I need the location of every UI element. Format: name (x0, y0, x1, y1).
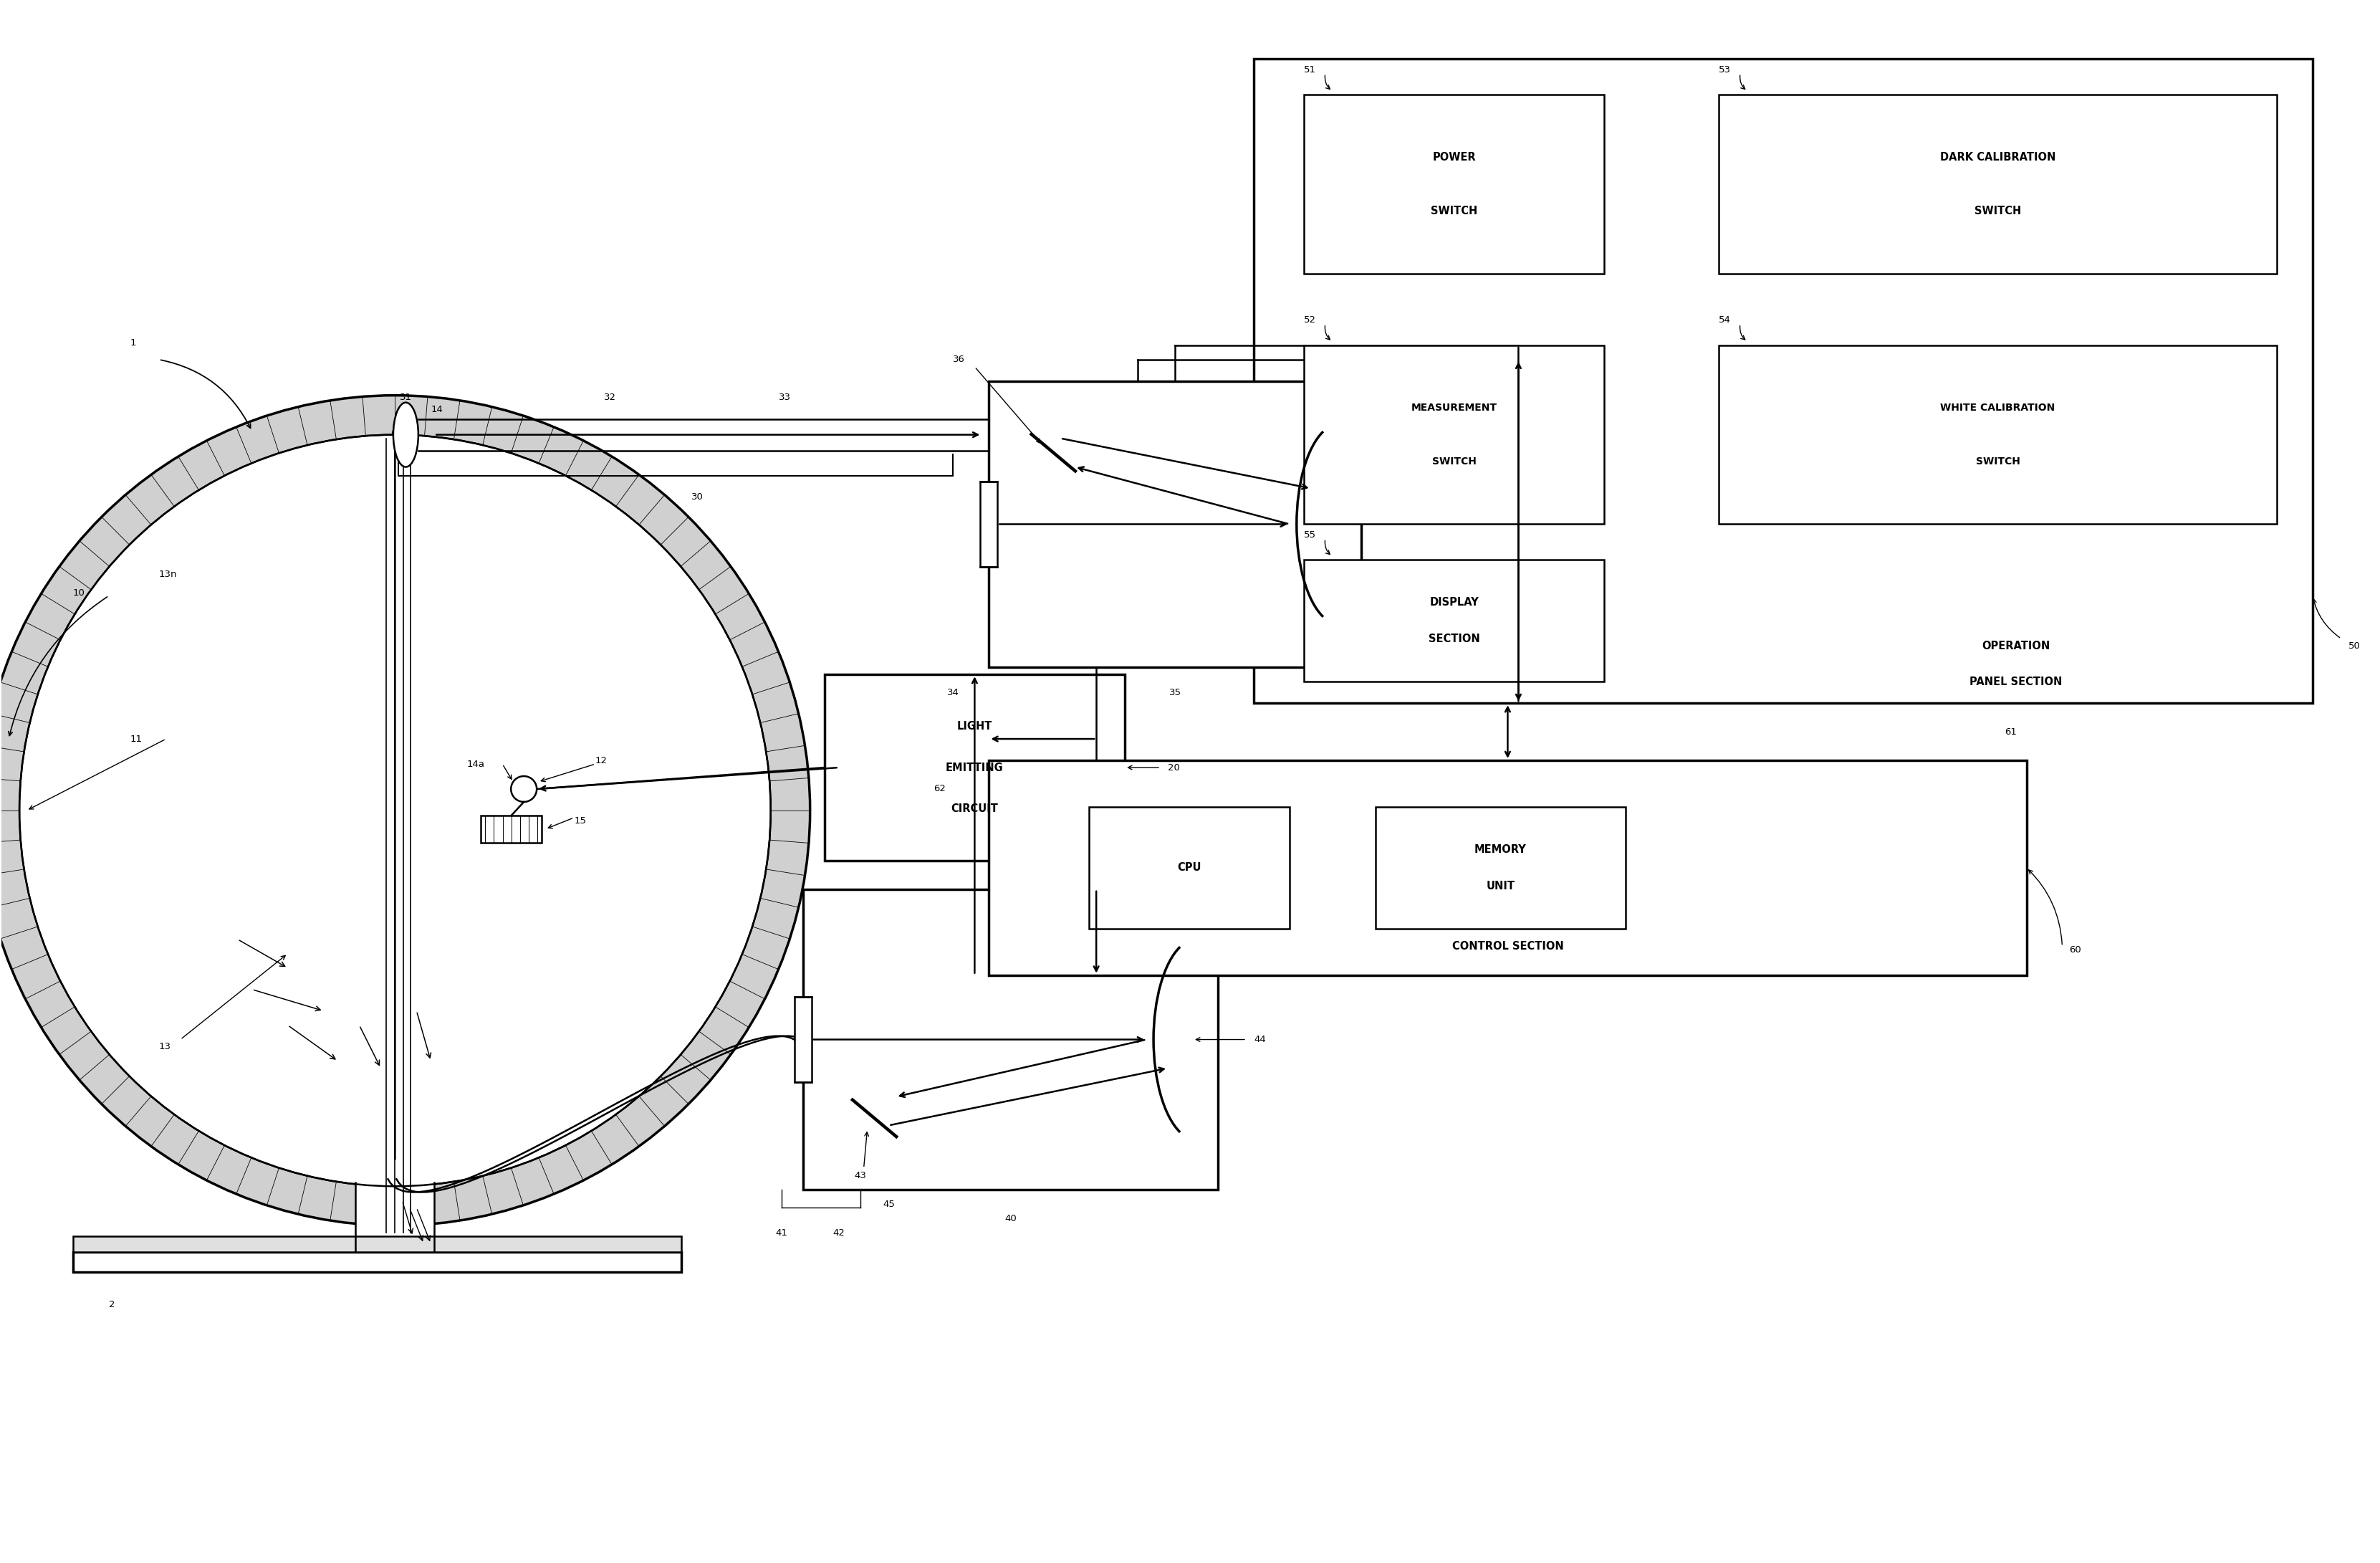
Text: 31: 31 (400, 392, 412, 402)
Text: WHITE CALIBRATION: WHITE CALIBRATION (1940, 403, 2054, 413)
Text: 55: 55 (1304, 530, 1316, 539)
Text: DISPLAY: DISPLAY (1428, 597, 1478, 608)
Text: DARK CALIBRATION: DARK CALIBRATION (1940, 152, 2054, 163)
Text: CPU: CPU (1178, 863, 1202, 874)
Bar (1254, 59, 2311, 703)
Text: 2: 2 (109, 1300, 114, 1308)
Text: 33: 33 (778, 392, 790, 402)
Text: 61: 61 (2004, 727, 2016, 736)
Bar (1718, 345, 2275, 524)
Bar (1304, 95, 1604, 274)
Text: 15: 15 (574, 816, 585, 825)
Text: 42: 42 (833, 1229, 845, 1238)
Text: 1: 1 (131, 338, 136, 347)
Bar (481, 816, 543, 842)
Text: 45: 45 (883, 1199, 895, 1208)
Text: MEMORY: MEMORY (1473, 844, 1526, 855)
Text: 36: 36 (952, 355, 964, 364)
Circle shape (0, 395, 809, 1225)
Bar (74, 1252, 681, 1272)
Bar (1304, 345, 1604, 524)
Bar (795, 997, 812, 1083)
Bar (355, 442, 433, 1252)
Bar (988, 760, 2025, 975)
Text: CONTROL SECTION: CONTROL SECTION (1452, 941, 1564, 952)
Text: SWITCH: SWITCH (1430, 456, 1476, 467)
Text: 13n: 13n (159, 569, 176, 578)
Text: 14a: 14a (466, 760, 486, 769)
Text: 14: 14 (431, 405, 443, 414)
Bar (802, 889, 1219, 1189)
Text: 32: 32 (605, 392, 616, 402)
Text: 40: 40 (1004, 1214, 1016, 1224)
Text: 52: 52 (1304, 316, 1316, 325)
Text: 54: 54 (1718, 316, 1730, 325)
Circle shape (512, 777, 536, 802)
Text: LIGHT: LIGHT (957, 721, 992, 731)
Text: POWER: POWER (1433, 152, 1476, 163)
Text: SECTION: SECTION (1428, 633, 1480, 644)
Text: 30: 30 (690, 492, 702, 502)
Text: 51: 51 (1304, 66, 1316, 75)
Text: 60: 60 (2068, 946, 2080, 955)
Text: 20: 20 (1169, 763, 1180, 772)
Text: 10: 10 (74, 589, 86, 599)
Text: 41: 41 (776, 1229, 788, 1238)
Bar (74, 1236, 681, 1252)
Text: 50: 50 (2347, 641, 2361, 650)
Text: OPERATION: OPERATION (1983, 641, 2049, 652)
Text: UNIT: UNIT (1485, 880, 1514, 891)
Text: EMITTING: EMITTING (945, 763, 1004, 774)
Circle shape (19, 435, 771, 1186)
Bar (981, 481, 997, 567)
Text: CIRCUIT: CIRCUIT (950, 803, 997, 814)
Bar (1718, 95, 2275, 274)
Bar (1304, 560, 1604, 681)
Text: PANEL SECTION: PANEL SECTION (1968, 677, 2061, 688)
Bar (1088, 807, 1290, 928)
Text: SWITCH: SWITCH (1975, 456, 2018, 467)
Text: 43: 43 (854, 1171, 866, 1180)
Text: SWITCH: SWITCH (1973, 206, 2021, 216)
Text: 11: 11 (131, 735, 143, 744)
Text: 53: 53 (1718, 66, 1730, 75)
Text: 35: 35 (1169, 688, 1180, 697)
Text: SWITCH: SWITCH (1430, 206, 1478, 216)
Text: 44: 44 (1254, 1035, 1266, 1044)
Text: 34: 34 (947, 688, 959, 697)
Bar (823, 675, 1123, 861)
Bar (1376, 807, 1626, 928)
Text: 13: 13 (159, 1043, 171, 1052)
Bar (988, 381, 1361, 667)
Text: 62: 62 (933, 785, 945, 794)
Ellipse shape (393, 403, 419, 467)
Text: MEASUREMENT: MEASUREMENT (1411, 403, 1497, 413)
Text: 12: 12 (595, 756, 607, 764)
